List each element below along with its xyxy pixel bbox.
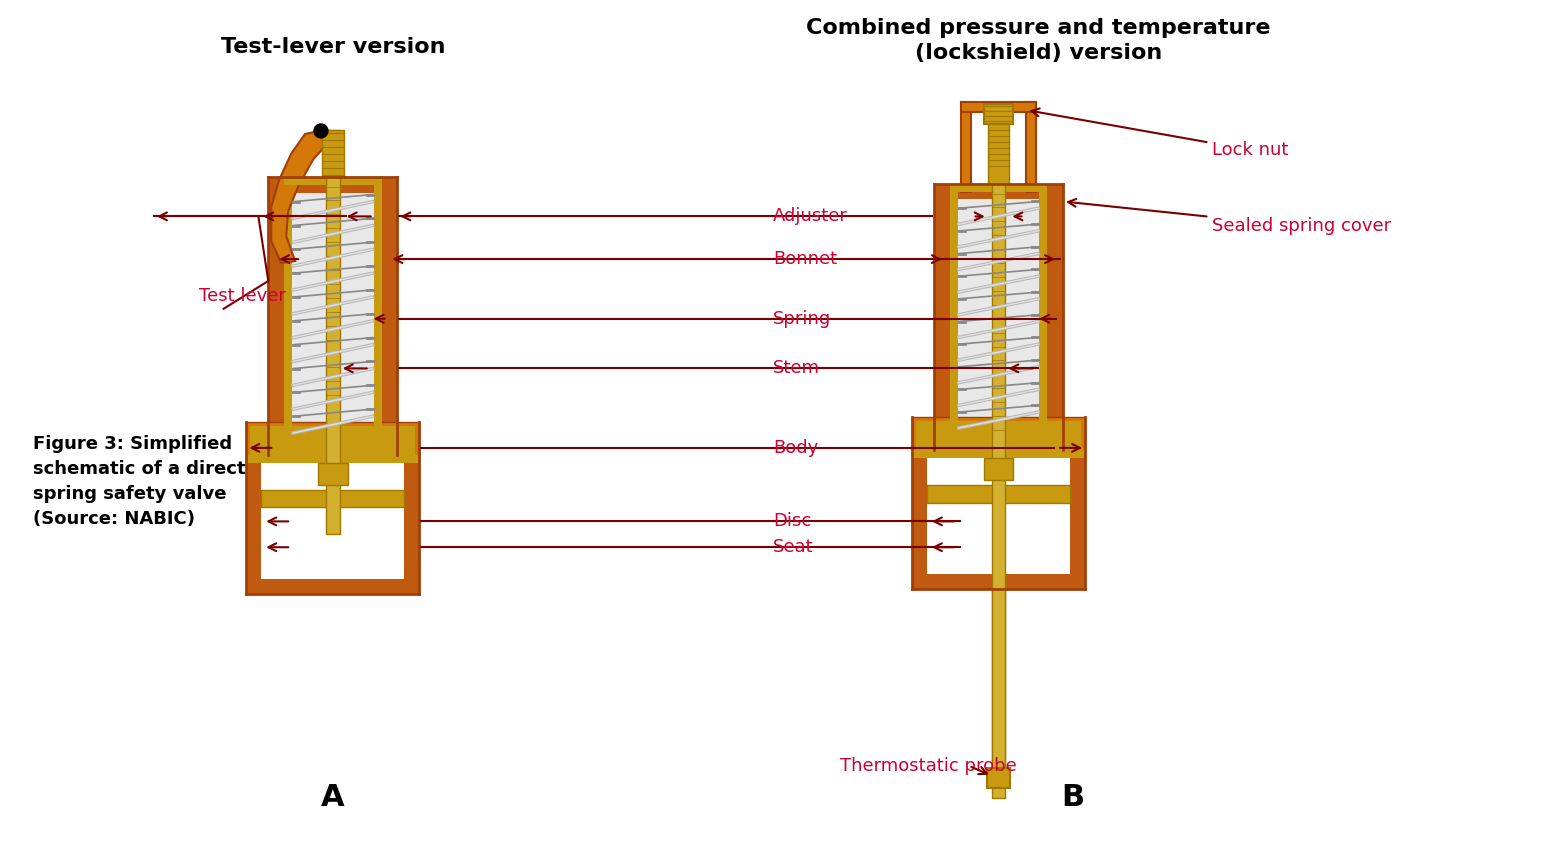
- Bar: [269, 177, 284, 455]
- Bar: [934, 184, 1064, 199]
- Bar: [1047, 184, 1064, 450]
- Text: Bonnet: Bonnet: [773, 251, 836, 268]
- Bar: [382, 177, 397, 455]
- Bar: [928, 485, 1070, 503]
- Bar: [983, 457, 1014, 480]
- Text: Disc: Disc: [773, 512, 812, 530]
- Text: Thermostatic probe: Thermostatic probe: [839, 757, 1016, 775]
- Bar: [949, 184, 959, 450]
- Bar: [374, 177, 382, 455]
- Bar: [988, 122, 1010, 184]
- Bar: [912, 450, 928, 589]
- Text: Test-lever version: Test-lever version: [221, 38, 445, 57]
- Text: Combined pressure and temperature
(lockshield) version: Combined pressure and temperature (locks…: [805, 18, 1271, 63]
- Polygon shape: [271, 132, 329, 263]
- Bar: [1039, 184, 1047, 450]
- Bar: [284, 177, 382, 185]
- Text: Lock nut: Lock nut: [1031, 109, 1288, 159]
- Text: Sealed spring cover: Sealed spring cover: [1068, 199, 1391, 235]
- Bar: [1027, 102, 1036, 192]
- Bar: [928, 457, 1070, 574]
- Bar: [986, 768, 1011, 787]
- Text: Stem: Stem: [773, 359, 819, 377]
- Text: Test lever: Test lever: [199, 287, 286, 305]
- Bar: [934, 184, 949, 450]
- Bar: [959, 192, 1039, 450]
- Bar: [246, 455, 261, 594]
- Bar: [991, 122, 1005, 798]
- Bar: [322, 130, 343, 177]
- Text: Spring: Spring: [773, 310, 832, 327]
- Text: A: A: [322, 783, 345, 812]
- Text: Figure 3: Simplified
schematic of a direct
spring safety valve
(Source: NABIC): Figure 3: Simplified schematic of a dire…: [32, 435, 246, 528]
- Text: B: B: [1062, 783, 1085, 812]
- Bar: [246, 579, 419, 594]
- Text: Adjuster: Adjuster: [773, 208, 847, 226]
- Bar: [284, 177, 292, 455]
- Bar: [326, 130, 340, 534]
- Bar: [1070, 450, 1085, 589]
- Bar: [261, 490, 405, 508]
- Bar: [246, 422, 419, 460]
- Bar: [960, 102, 1036, 112]
- Bar: [318, 463, 348, 485]
- Bar: [912, 450, 1085, 457]
- Bar: [917, 421, 1081, 455]
- Bar: [983, 104, 1014, 124]
- Text: Body: Body: [773, 439, 818, 457]
- Bar: [269, 177, 397, 192]
- Bar: [991, 574, 1005, 773]
- Bar: [246, 455, 419, 463]
- Text: Seat: Seat: [773, 538, 813, 557]
- Bar: [949, 184, 1047, 192]
- Bar: [292, 185, 374, 455]
- Bar: [912, 574, 1085, 589]
- Bar: [405, 455, 419, 594]
- Bar: [261, 463, 405, 579]
- Bar: [912, 417, 1085, 455]
- Bar: [960, 102, 971, 192]
- Circle shape: [314, 124, 328, 138]
- Bar: [250, 426, 416, 460]
